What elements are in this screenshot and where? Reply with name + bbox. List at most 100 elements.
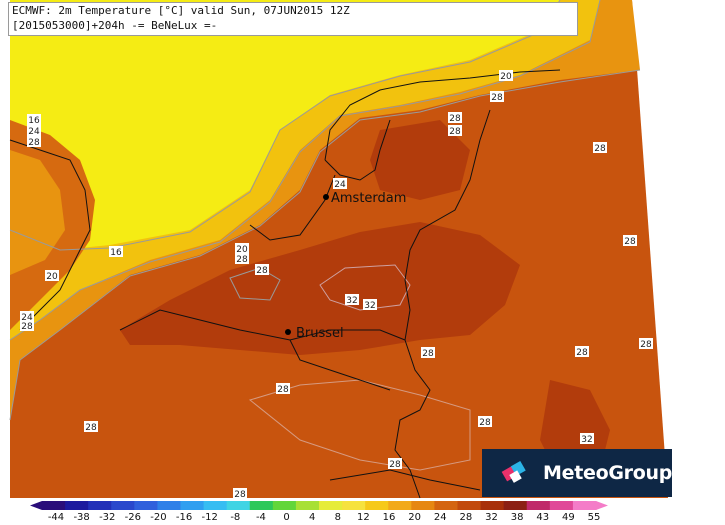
zone-32-north <box>370 120 470 200</box>
map-header: ECMWF: 2m Temperature [°C] valid Sun, 07… <box>8 2 578 36</box>
svg-text:28: 28 <box>85 423 97 433</box>
contour-label: 32 <box>363 299 377 311</box>
svg-text:28: 28 <box>479 418 491 428</box>
colorbar-tick-label: 28 <box>459 512 473 523</box>
colorbar-swatch <box>572 501 597 510</box>
colorbar-tick-label: 12 <box>357 512 370 523</box>
contour-label: 28 <box>448 125 462 137</box>
amsterdam-marker <box>323 194 329 200</box>
colorbar-tick-label: 8 <box>334 512 341 523</box>
header-run-info: [2015053000]+204h -= BeNeLux =- <box>12 19 218 32</box>
svg-text:28: 28 <box>491 93 503 103</box>
colorbar-tick-label: -26 <box>124 512 142 523</box>
svg-text:20: 20 <box>500 72 512 82</box>
contour-label: 28 <box>478 416 492 428</box>
contour-label: 28 <box>639 338 653 350</box>
svg-text:16: 16 <box>110 248 122 258</box>
colorbar-tick-label: 16 <box>382 512 396 523</box>
brussel-marker <box>285 329 291 335</box>
brussel-label: Brussel <box>296 326 344 341</box>
contour-label: 28 <box>27 136 41 148</box>
contour-labels: 1624282024282028282428243220162828323228… <box>20 70 653 500</box>
svg-text:24: 24 <box>334 180 346 190</box>
svg-text:28: 28 <box>576 348 588 358</box>
uk-land-cool <box>10 150 65 275</box>
svg-text:24: 24 <box>21 313 33 323</box>
contour-label: 28 <box>421 347 435 359</box>
colorbar-tick-label: -32 <box>99 512 116 523</box>
contour-label: 28 <box>233 488 247 500</box>
svg-text:24: 24 <box>28 127 40 137</box>
colorbar-tick-label: 49 <box>562 512 575 523</box>
contour-label: 20 <box>45 270 59 282</box>
colorbar-swatch <box>295 501 320 510</box>
colorbar-swatch <box>88 501 112 510</box>
colorbar-tick-label: -12 <box>201 512 218 523</box>
colorbar-tick-label: 43 <box>536 512 550 523</box>
colorbar-swatch <box>319 501 343 510</box>
svg-text:32: 32 <box>346 296 357 306</box>
contour-label: 28 <box>20 320 34 332</box>
svg-text:32: 32 <box>364 301 375 311</box>
meteogroup-logo-icon <box>501 460 526 483</box>
contour-label: 24 <box>27 125 41 137</box>
svg-text:28: 28 <box>277 385 289 395</box>
svg-text:28: 28 <box>449 114 461 124</box>
contour-label: 28 <box>255 264 269 276</box>
colorbar-tick-label: -16 <box>175 512 193 523</box>
colorbar-tick-label: 20 <box>408 512 422 523</box>
meteogroup-logo: MeteoGroup <box>482 449 672 497</box>
svg-text:28: 28 <box>236 255 248 265</box>
colorbar-swatch <box>249 501 274 510</box>
svg-text:32: 32 <box>581 435 592 445</box>
colorbar-swatch <box>157 501 181 510</box>
colorbar-swatch <box>42 501 66 510</box>
colorbar-tick-label: -4 <box>255 512 266 523</box>
contour-label: 28 <box>593 142 607 154</box>
colorbar-max-arrow <box>596 501 608 510</box>
contour-label: 28 <box>448 112 462 124</box>
colorbar-swatch <box>411 501 435 510</box>
colorbar-swatch <box>457 501 482 510</box>
svg-text:28: 28 <box>21 322 33 332</box>
svg-text:28: 28 <box>234 490 246 500</box>
colorbar <box>30 501 608 510</box>
svg-text:28: 28 <box>256 266 268 276</box>
colorbar-tick-label: 0 <box>283 512 290 523</box>
svg-text:28: 28 <box>389 460 401 470</box>
colorbar-tick-label: 4 <box>309 512 316 523</box>
contour-label: 20 <box>499 70 513 82</box>
brand-name: MeteoGroup <box>543 462 672 484</box>
colorbar-tick-label: -8 <box>230 512 241 523</box>
colorbar-swatch <box>365 501 389 510</box>
colorbar-swatch <box>111 501 135 510</box>
svg-text:20: 20 <box>46 272 58 282</box>
colorbar-swatch <box>203 501 228 510</box>
contour-label: 24 <box>333 178 347 190</box>
colorbar-swatch <box>434 501 458 510</box>
header-title: ECMWF: 2m Temperature [°C] valid Sun, 07… <box>12 4 350 17</box>
zone-32 <box>120 222 520 355</box>
colorbar-swatch <box>480 501 505 510</box>
colorbar-swatch <box>180 501 205 510</box>
colorbar-swatch <box>503 501 528 510</box>
svg-text:28: 28 <box>594 144 606 154</box>
colorbar-swatch <box>388 501 412 510</box>
colorbar-tick-label: 32 <box>485 512 498 523</box>
zone-12-16 <box>10 0 560 250</box>
colorbar-swatch <box>134 501 158 510</box>
colorbar-swatch <box>526 501 551 510</box>
svg-text:28: 28 <box>624 237 636 247</box>
contour-label: 16 <box>27 114 41 126</box>
svg-text:16: 16 <box>28 116 40 126</box>
contour-label: 32 <box>580 433 594 445</box>
svg-text:28: 28 <box>449 127 461 137</box>
colorbar-swatch <box>272 501 297 510</box>
svg-text:28: 28 <box>28 138 40 148</box>
zone-28-south <box>248 379 471 471</box>
amsterdam-label: Amsterdam <box>331 191 406 206</box>
colorbar-swatch <box>226 501 251 510</box>
colorbar-swatch <box>65 501 89 510</box>
contour-label: 28 <box>623 235 637 247</box>
